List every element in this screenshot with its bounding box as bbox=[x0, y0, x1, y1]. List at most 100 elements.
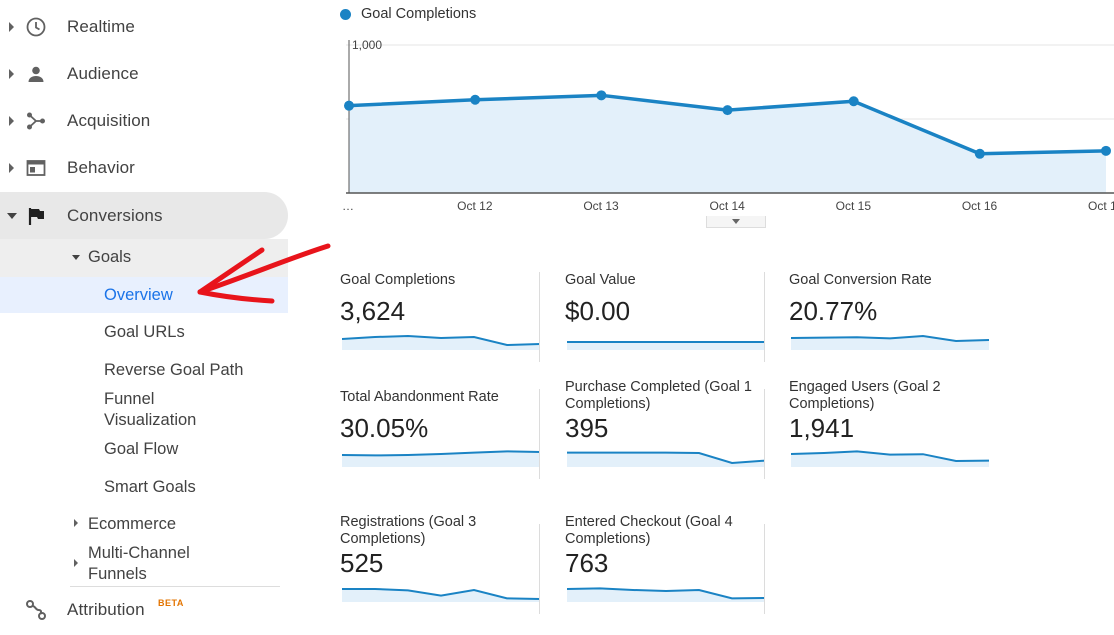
caret-right-icon bbox=[9, 68, 14, 79]
metric-value: 1,941 bbox=[789, 413, 855, 443]
metric-tile[interactable]: Entered Checkout (Goal 4 Completions) 763 bbox=[541, 514, 765, 614]
metric-value: $0.00 bbox=[565, 296, 631, 326]
clock-icon bbox=[25, 16, 47, 38]
metric-label: Entered Checkout (Goal 4 Completions) bbox=[565, 514, 733, 547]
area-fill bbox=[349, 95, 1106, 193]
data-point[interactable] bbox=[848, 96, 859, 107]
sidebar-item-audience[interactable]: Audience bbox=[0, 50, 316, 97]
data-point[interactable] bbox=[974, 148, 985, 159]
x-tick-label: Oct 14 bbox=[710, 199, 746, 213]
metric-tile[interactable]: Goal Completions 3,624 bbox=[316, 272, 540, 362]
sidebar-item-realtime[interactable]: Realtime bbox=[0, 3, 316, 50]
legend-dot-icon bbox=[340, 8, 351, 20]
metric-value: 20.77% bbox=[789, 296, 878, 326]
divider bbox=[70, 586, 280, 587]
metric-label: Engaged Users (Goal 2 Completions) bbox=[789, 379, 941, 412]
x-tick-label: Oct 17 bbox=[1088, 199, 1114, 213]
caret-down-icon bbox=[732, 219, 740, 224]
sparkline-fill bbox=[567, 588, 765, 602]
sidebar-nav: Realtime Audience Acquisition Behavior C… bbox=[0, 0, 316, 635]
data-point[interactable] bbox=[1101, 145, 1111, 156]
beta-badge: BETA bbox=[158, 598, 184, 608]
sidebar-label: Attribution bbox=[67, 599, 145, 619]
sidebar-item-acquisition[interactable]: Acquisition bbox=[0, 97, 316, 144]
sparkline-line bbox=[342, 588, 540, 600]
sparkline-line bbox=[567, 451, 765, 465]
metric-tile[interactable]: Goal Value $0.00 bbox=[541, 272, 765, 362]
person-icon bbox=[25, 63, 47, 85]
flag-icon bbox=[25, 205, 47, 227]
caret-down-icon bbox=[7, 212, 17, 219]
metric-label: Registrations (Goal 3 Completions) bbox=[340, 514, 477, 547]
acquisition-icon bbox=[25, 110, 47, 132]
metric-tile[interactable]: Engaged Users (Goal 2 Completions) 1,941 bbox=[765, 379, 989, 479]
metric-value: 763 bbox=[565, 548, 609, 578]
sidebar-item-goal-urls[interactable]: Goal URLs bbox=[104, 323, 185, 341]
sidebar-item-smart-goals[interactable]: Smart Goals bbox=[104, 478, 196, 496]
x-tick-label: … bbox=[342, 199, 354, 213]
sidebar-item-conversions[interactable]: Conversions bbox=[0, 192, 316, 239]
chart-collapse-toggle[interactable] bbox=[706, 216, 766, 228]
data-point[interactable] bbox=[470, 94, 481, 105]
x-tick-label: Oct 12 bbox=[457, 199, 493, 213]
metric-value: 395 bbox=[565, 413, 609, 443]
metric-tile[interactable]: Total Abandonment Rate 30.05% bbox=[316, 389, 540, 479]
metric-label: Goal Value bbox=[565, 272, 636, 288]
sidebar-item-behavior[interactable]: Behavior bbox=[0, 144, 316, 191]
conversions-highlight bbox=[0, 192, 288, 239]
sparkline-fill bbox=[342, 589, 540, 602]
sparkline-line bbox=[791, 334, 989, 343]
sparkline bbox=[567, 587, 765, 602]
sparkline bbox=[342, 588, 540, 602]
caret-right-icon bbox=[74, 519, 78, 527]
attribution-icon bbox=[25, 599, 47, 621]
sparkline-fill bbox=[567, 342, 765, 350]
sidebar-label: Audience bbox=[67, 63, 139, 83]
data-point[interactable] bbox=[722, 105, 733, 116]
metric-tile[interactable]: Goal Conversion Rate 20.77% bbox=[765, 272, 989, 362]
chart-legend[interactable]: Goal Completions bbox=[340, 6, 476, 22]
sidebar-item-overview[interactable]: Overview bbox=[104, 286, 173, 304]
metric-value: 525 bbox=[340, 548, 384, 578]
sparkline bbox=[567, 341, 765, 350]
caret-right-icon bbox=[9, 115, 14, 126]
sparkline-fill bbox=[567, 452, 765, 467]
x-tick-label: Oct 16 bbox=[962, 199, 998, 213]
caret-right-icon bbox=[9, 21, 14, 32]
metric-value: 3,624 bbox=[340, 296, 406, 326]
x-tick-label: Oct 13 bbox=[583, 199, 619, 213]
sparkline bbox=[791, 450, 989, 467]
metric-tile[interactable]: Registrations (Goal 3 Completions) 525 bbox=[316, 514, 540, 614]
sidebar-label: Behavior bbox=[67, 157, 135, 177]
caret-right-icon bbox=[9, 162, 14, 173]
sidebar-item-multi-channel-funnels[interactable]: Multi-Channel Funnels bbox=[88, 544, 190, 583]
sparkline-line bbox=[342, 334, 540, 347]
metric-label: Goal Completions bbox=[340, 272, 456, 288]
metric-tile[interactable]: Purchase Completed (Goal 1 Completions) 3… bbox=[541, 379, 765, 479]
sidebar-label: Acquisition bbox=[67, 110, 151, 130]
y-tick-label: 1,000 bbox=[352, 38, 382, 52]
sidebar-item-attribution[interactable]: Attribution bbox=[0, 586, 316, 633]
sidebar-item-goal-flow[interactable]: Goal Flow bbox=[104, 440, 179, 458]
sparkline-line bbox=[342, 450, 540, 457]
sparkline-fill bbox=[791, 451, 989, 467]
data-point[interactable] bbox=[344, 100, 354, 111]
caret-down-icon bbox=[72, 255, 80, 260]
metric-value: 30.05% bbox=[340, 413, 429, 443]
sparkline bbox=[342, 450, 540, 467]
metric-label: Goal Conversion Rate bbox=[789, 272, 932, 288]
sidebar-label: Conversions bbox=[67, 205, 163, 225]
sidebar-label: Realtime bbox=[67, 16, 135, 36]
sidebar-item-funnel-visualization[interactable]: Funnel Visualization bbox=[104, 390, 197, 429]
metric-label: Total Abandonment Rate bbox=[340, 389, 499, 405]
sparkline bbox=[342, 334, 540, 350]
goals-highlight bbox=[0, 239, 288, 277]
x-tick-label: Oct 15 bbox=[836, 199, 872, 213]
sparkline bbox=[567, 451, 765, 467]
sidebar-item-ecommerce[interactable]: Ecommerce bbox=[88, 515, 177, 533]
data-point[interactable] bbox=[596, 90, 607, 101]
caret-right-icon bbox=[74, 559, 78, 567]
sidebar-item-goals[interactable]: Goals bbox=[88, 248, 132, 266]
sidebar-item-reverse-goal-path[interactable]: Reverse Goal Path bbox=[104, 361, 244, 379]
